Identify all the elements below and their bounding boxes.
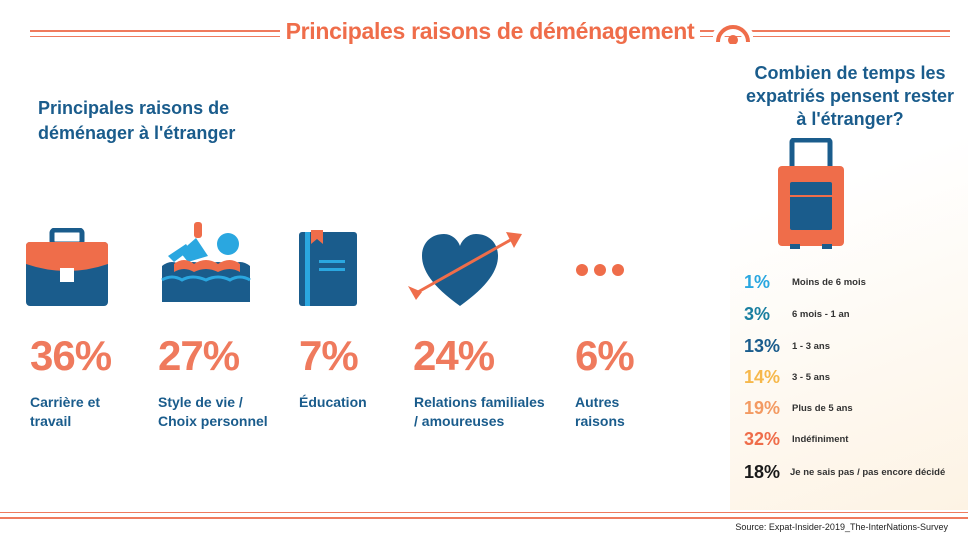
reason-value-career: 36% <box>30 332 112 379</box>
reason-label-relations-line-1: Relations familiales <box>414 394 545 410</box>
reason-label-lifestyle-line-1: Style de vie / <box>158 394 243 410</box>
duration-label: Moins de 6 mois <box>792 277 866 288</box>
duration-value: 14% <box>744 367 781 387</box>
duration-label: 1 - 3 ans <box>792 341 831 352</box>
reason-label-education-line-1: Éducation <box>299 394 367 410</box>
duration-value: 1% <box>744 272 771 292</box>
swimmer-icon <box>161 222 251 302</box>
brand-logo-icon <box>713 20 753 44</box>
duration-section-title: Combien de temps les expatriés pensent r… <box>745 63 955 129</box>
duration-value: 13% <box>744 336 781 356</box>
reason-value-other: 6% <box>575 332 635 379</box>
reason-label-education: Éducation <box>299 393 367 412</box>
reason-label-career-line-1: Carrière et <box>30 394 101 410</box>
duration-label: Plus de 5 ans <box>792 403 853 414</box>
suitcase-icon <box>778 138 844 249</box>
reason-label-other: Autres raisons <box>575 393 625 431</box>
duration-value: 19% <box>744 398 781 418</box>
header-rule-left-bottom <box>30 36 280 37</box>
header-rule-right-top <box>700 30 950 32</box>
footer-rule-top <box>0 512 968 513</box>
reasons-section-title: Principales raisons de déménager à l'étr… <box>38 98 236 143</box>
duration-value: 3% <box>744 304 771 324</box>
footer-rule-bottom <box>0 517 968 519</box>
reason-label-other-line-1: Autres <box>575 394 620 410</box>
duration-panel <box>730 58 968 510</box>
header-rule-left-top <box>30 30 280 32</box>
duration-label: 6 mois - 1 an <box>792 309 850 320</box>
reason-value-relations: 24% <box>413 332 495 379</box>
reason-label-relations-line-2: / amoureuses <box>414 413 505 429</box>
header-rule-right-bottom <box>700 36 950 37</box>
duration-value: 32% <box>744 429 781 449</box>
duration-label: 3 - 5 ans <box>792 372 831 383</box>
source-note: Source: Expat-Insider-2019_The-InterNati… <box>735 522 948 532</box>
duration-label: Je ne sais pas / pas encore décidé <box>790 467 946 478</box>
duration-value: 18% <box>744 462 781 482</box>
reason-label-lifestyle: Style de vie / Choix personnel <box>158 393 268 431</box>
reason-value-education: 7% <box>299 332 359 379</box>
reason-label-other-line-2: raisons <box>575 413 625 429</box>
duration-label: Indéfiniment <box>792 434 849 445</box>
reason-label-relations: Relations familiales / amoureuses <box>414 393 545 431</box>
reason-label-career: Carrière et travail <box>30 393 100 431</box>
briefcase-icon <box>26 228 108 306</box>
book-icon <box>299 230 357 306</box>
reason-label-career-line-2: travail <box>30 413 72 429</box>
dots-icon <box>576 264 624 276</box>
reason-value-lifestyle: 27% <box>158 332 240 379</box>
page-title: Principales raisons de déménagement <box>285 18 695 44</box>
reason-label-lifestyle-line-2: Choix personnel <box>158 413 268 429</box>
heart-arrow-icon <box>408 232 522 306</box>
